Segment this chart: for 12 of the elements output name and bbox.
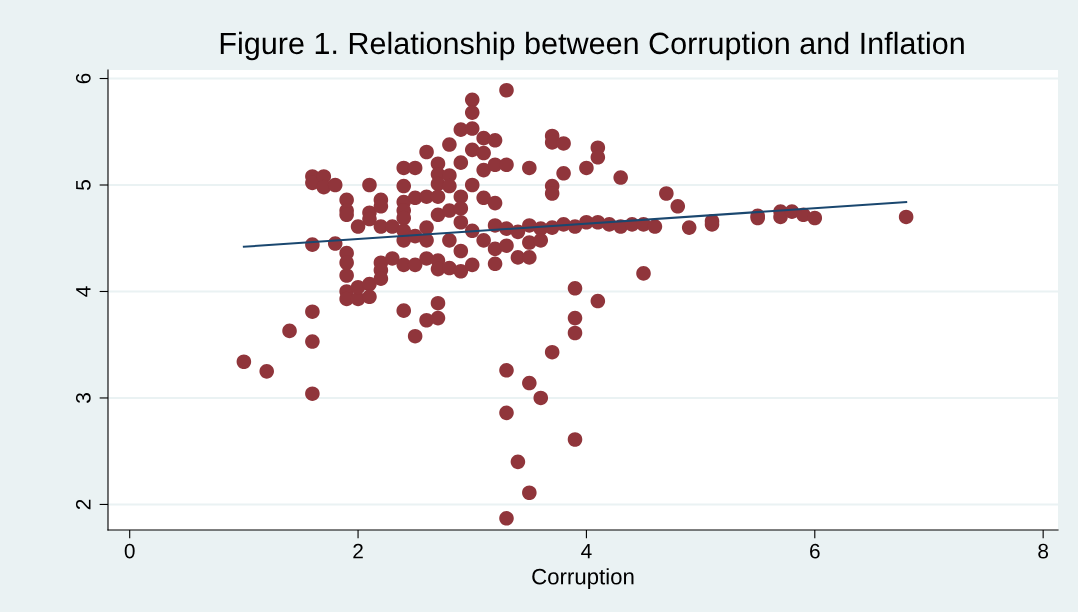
chart-title: Figure 1. Relationship between Corruption and Inflation [220, 31, 964, 61]
x-tick-label: 4 [581, 543, 592, 559]
y-tick-label: 4 [76, 286, 91, 297]
y-tick-label: 6 [75, 73, 91, 84]
x-tick-label: 2 [353, 543, 363, 559]
x-tick-label: 0 [124, 543, 135, 559]
y-tick-label: 3 [75, 393, 91, 403]
y-tick-label: 2 [75, 499, 91, 510]
x-axis-title: Corruption [532, 568, 634, 589]
x-tick-label: 8 [1038, 543, 1049, 559]
y-tick-label: 5 [76, 180, 91, 190]
x-tick-label: 6 [810, 543, 820, 559]
